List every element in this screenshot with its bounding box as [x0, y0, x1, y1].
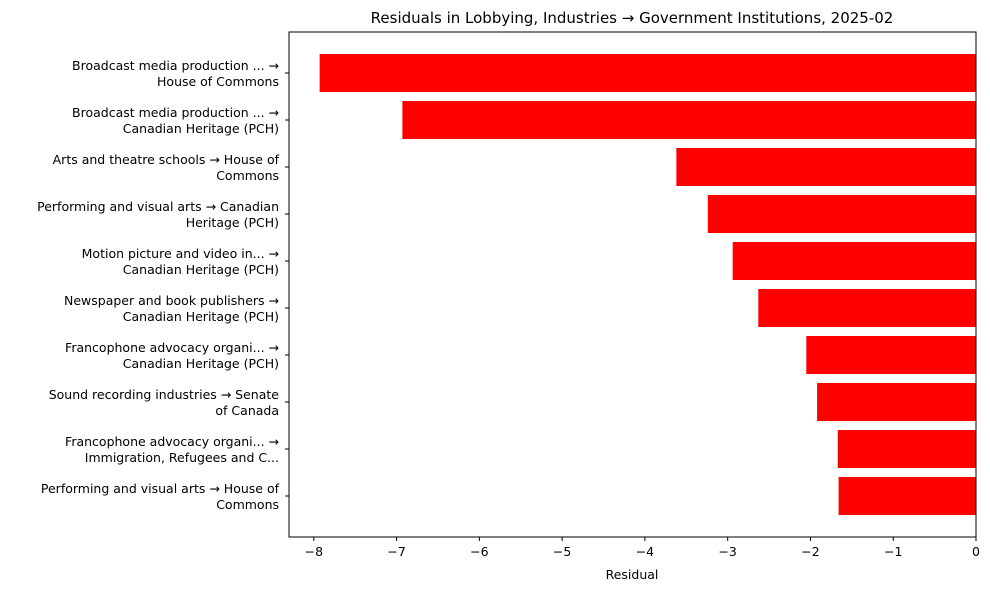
y-tick-label: Motion picture and video in... → Canadian… — [82, 246, 279, 277]
bar — [838, 477, 976, 515]
y-tick-label-line: Commons — [216, 497, 279, 512]
y-tick-label: Performing and visual arts → House of Com… — [41, 481, 280, 512]
bar — [402, 101, 977, 139]
y-tick-label-line: Performing and visual arts → House of — [41, 481, 280, 496]
bar — [676, 148, 976, 186]
y-tick-label-line: Arts and theatre schools → House of — [53, 152, 280, 167]
x-tick-label: −8 — [305, 544, 323, 559]
y-tick-label-line: Broadcast media production ... → — [72, 105, 279, 120]
x-tick-label: 0 — [972, 544, 980, 559]
y-tick-label-line: Immigration, Refugees and C... — [85, 450, 279, 465]
y-tick-label-line: Broadcast media production ... → — [72, 58, 279, 73]
x-tick-label: −4 — [636, 544, 654, 559]
bars-group — [319, 54, 977, 515]
y-tick-label-line: Heritage (PCH) — [186, 215, 279, 230]
bar — [817, 383, 976, 421]
x-axis: −8 −7 −6 −5 −4 −3 −2 −1 0 — [305, 537, 980, 559]
bar — [319, 54, 976, 92]
x-axis-label: Residual — [606, 567, 659, 582]
y-tick-label-line: of Canada — [215, 403, 279, 418]
y-tick-label-line: Canadian Heritage (PCH) — [123, 121, 279, 136]
y-tick-label-line: Canadian Heritage (PCH) — [123, 356, 279, 371]
bar — [837, 430, 976, 468]
bar — [707, 195, 976, 233]
y-tick-label: Francophone advocacy organi... → Canadian… — [65, 340, 279, 371]
bar — [806, 336, 976, 374]
x-tick-label: −7 — [387, 544, 405, 559]
bar — [758, 289, 976, 327]
bar — [732, 242, 976, 280]
y-tick-label: Francophone advocacy organi... → Immigrat… — [65, 434, 279, 465]
plot-frame — [288, 31, 977, 538]
y-tick-label-line: Canadian Heritage (PCH) — [123, 262, 279, 277]
x-tick-label: −5 — [553, 544, 571, 559]
y-tick-label: Broadcast media production ... → House of… — [72, 58, 279, 89]
y-tick-label-line: Francophone advocacy organi... → — [65, 340, 279, 355]
y-tick-label: Arts and theatre schools → House of Commo… — [53, 152, 280, 183]
y-tick-label-line: Canadian Heritage (PCH) — [123, 309, 279, 324]
y-tick-label-line: Motion picture and video in... → — [82, 246, 279, 261]
x-tick-label: −6 — [470, 544, 488, 559]
y-tick-label-line: Performing and visual arts → Canadian — [37, 199, 279, 214]
y-tick-label: Broadcast media production ... → Canadian… — [72, 105, 279, 136]
x-tick-label: −1 — [884, 544, 902, 559]
y-tick-label-line: Sound recording industries → Senate — [49, 387, 280, 402]
x-tick-label: −3 — [718, 544, 736, 559]
y-tick-label: Performing and visual arts → Canadian Her… — [37, 199, 279, 230]
y-tick-label-line: House of Commons — [157, 74, 279, 89]
y-tick-label-line: Commons — [216, 168, 279, 183]
chart-title: Residuals in Lobbying, Industries → Gove… — [371, 9, 894, 27]
y-axis: Broadcast media production ... → House of… — [37, 58, 289, 512]
x-tick-label: −2 — [801, 544, 819, 559]
y-tick-label: Newspaper and book publishers → Canadian … — [64, 293, 279, 324]
y-tick-label-line: Newspaper and book publishers → — [64, 293, 279, 308]
y-tick-label-line: Francophone advocacy organi... → — [65, 434, 279, 449]
y-tick-label: Sound recording industries → Senate of Ca… — [49, 387, 280, 418]
